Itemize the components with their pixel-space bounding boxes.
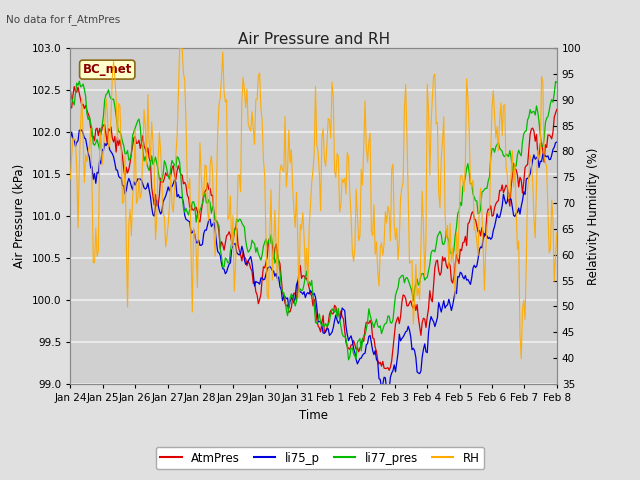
Legend: AtmPres, li75_p, li77_pres, RH: AtmPres, li75_p, li77_pres, RH [156,447,484,469]
Text: No data for f_AtmPres: No data for f_AtmPres [6,14,121,25]
Y-axis label: Air Pressure (kPa): Air Pressure (kPa) [13,164,26,268]
Y-axis label: Relativity Humidity (%): Relativity Humidity (%) [587,147,600,285]
Title: Air Pressure and RH: Air Pressure and RH [237,32,390,47]
Text: BC_met: BC_met [83,63,132,76]
X-axis label: Time: Time [299,408,328,421]
